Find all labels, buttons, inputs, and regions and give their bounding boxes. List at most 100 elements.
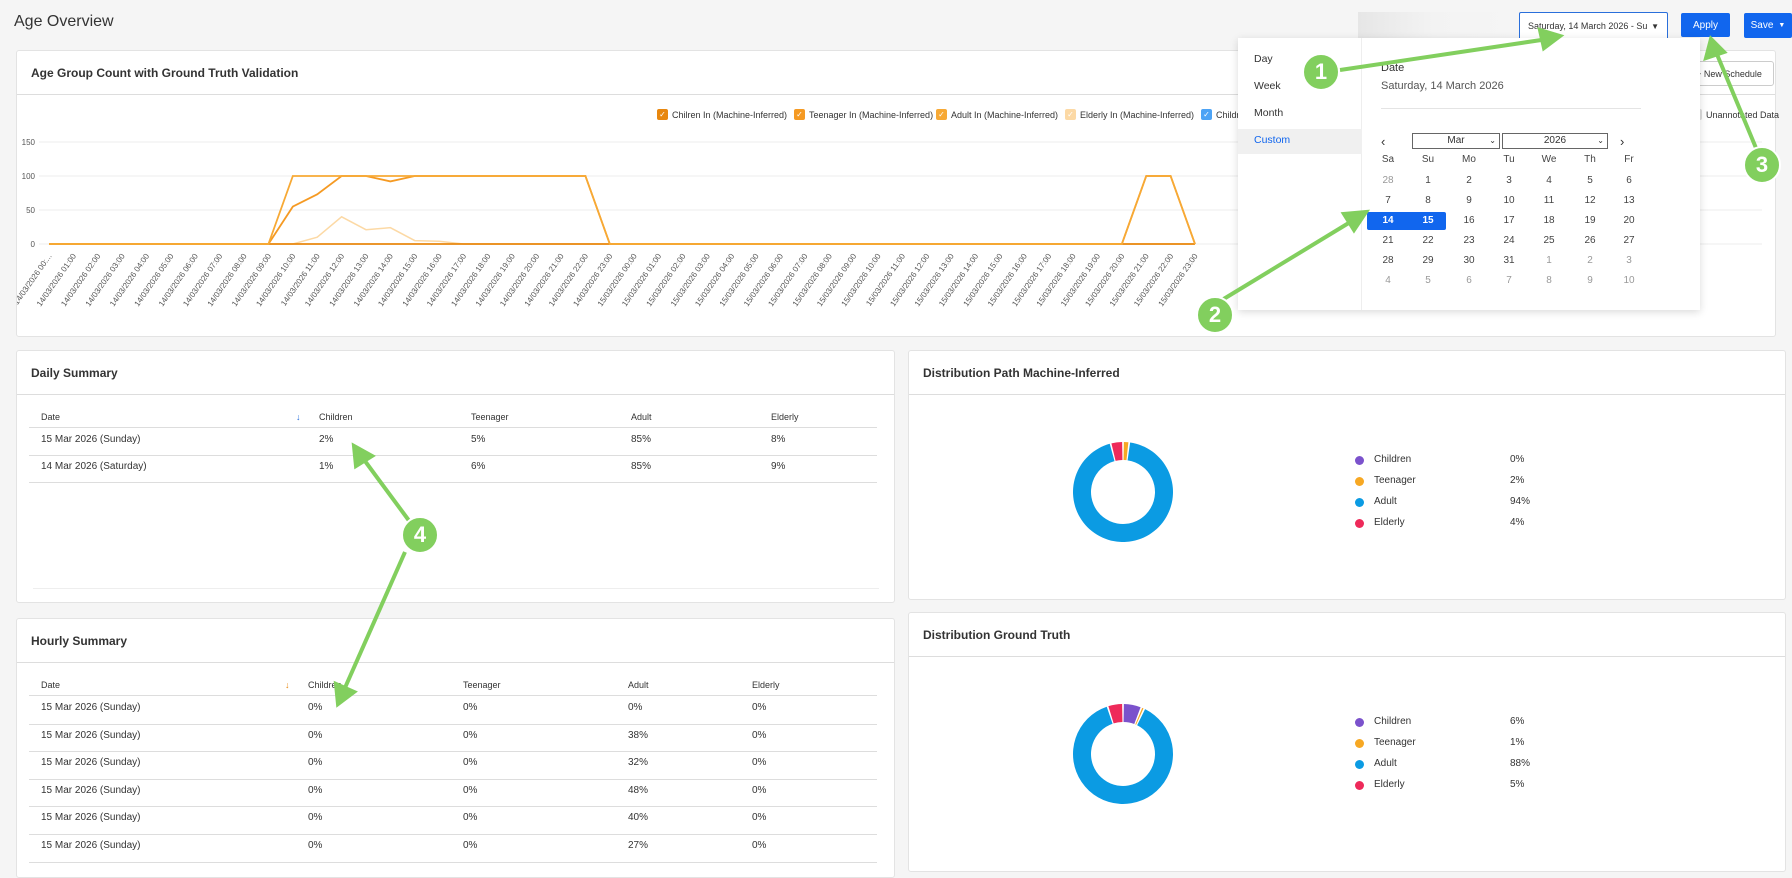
- calendar-day[interactable]: 27: [1623, 235, 1635, 246]
- calendar-day[interactable]: 15: [1422, 215, 1434, 226]
- calendar-day[interactable]: 22: [1422, 235, 1434, 246]
- apply-button[interactable]: Apply: [1681, 13, 1730, 37]
- calendar-day[interactable]: 16: [1463, 215, 1475, 226]
- y-tick-label: 50: [26, 206, 35, 215]
- range-mode-month[interactable]: Month: [1254, 107, 1284, 119]
- calendar-day[interactable]: 28: [1382, 255, 1394, 266]
- calendar-day[interactable]: 24: [1503, 235, 1515, 246]
- calendar-day[interactable]: 20: [1623, 215, 1635, 226]
- calendar-day[interactable]: 7: [1385, 195, 1391, 206]
- calendar-day[interactable]: 7: [1506, 275, 1512, 286]
- column-header-adult[interactable]: Adult: [628, 680, 649, 690]
- column-header-children[interactable]: Children: [319, 412, 353, 422]
- table-cell: 8%: [771, 434, 786, 445]
- donut-slice-elderly[interactable]: [1108, 704, 1123, 724]
- range-mode-day[interactable]: Day: [1254, 53, 1273, 65]
- calendar-day[interactable]: 17: [1503, 215, 1515, 226]
- undefined: [29, 806, 877, 808]
- legend-label: Adult: [1374, 496, 1397, 507]
- calendar-day[interactable]: 3: [1506, 175, 1512, 186]
- donut-slice-teenager[interactable]: [1135, 707, 1144, 725]
- table-cell: 0%: [752, 812, 767, 824]
- donut-slice-adult[interactable]: [1073, 706, 1173, 804]
- legend-item[interactable]: ✓ Chilren In (Machine-Inferred): [657, 109, 787, 120]
- column-header-adult[interactable]: Adult: [631, 412, 652, 422]
- month-select[interactable]: Mar ⌄: [1412, 133, 1500, 149]
- calendar-day[interactable]: 10: [1623, 275, 1635, 286]
- calendar-day[interactable]: 19: [1584, 215, 1596, 226]
- sort-arrow-icon[interactable]: ↓: [296, 412, 301, 422]
- calendar-day[interactable]: 8: [1546, 275, 1552, 286]
- checkbox-checked-icon[interactable]: ✓: [794, 109, 805, 120]
- legend-item[interactable]: ✓ Adult In (Machine-Inferred): [936, 109, 1058, 120]
- calendar-day[interactable]: 23: [1463, 235, 1475, 246]
- column-header-teenager[interactable]: Teenager: [463, 680, 501, 690]
- legend-value: 88%: [1510, 758, 1531, 769]
- checkbox-checked-icon[interactable]: ✓: [657, 109, 668, 120]
- range-mode-week[interactable]: Week: [1254, 80, 1281, 92]
- legend-item[interactable]: ✓ Childr: [1201, 109, 1240, 120]
- calendar-day[interactable]: 6: [1626, 175, 1632, 186]
- table-row: 15 Mar 2026 (Sunday) 0% 0% 48% 0%: [17, 785, 887, 813]
- save-button[interactable]: Save ▼: [1744, 13, 1792, 38]
- calendar-day[interactable]: 25: [1543, 235, 1555, 246]
- calendar-day[interactable]: 30: [1463, 255, 1475, 266]
- column-header-elderly[interactable]: Elderly: [771, 412, 799, 422]
- legend-item[interactable]: ✓ Elderly In (Machine-Inferred): [1065, 109, 1194, 120]
- calendar-day[interactable]: 28: [1382, 175, 1394, 186]
- calendar-day[interactable]: 2: [1466, 175, 1472, 186]
- legend-item[interactable]: ✓ Teenager In (Machine-Inferred): [794, 109, 933, 120]
- sort-arrow-icon[interactable]: ↓: [285, 680, 290, 690]
- legend-value: 2%: [1510, 475, 1525, 486]
- calendar-day[interactable]: 8: [1425, 195, 1431, 206]
- calendar-day[interactable]: 2: [1587, 255, 1593, 266]
- column-header-date[interactable]: Date: [41, 412, 61, 422]
- next-month-icon[interactable]: ›: [1620, 134, 1625, 149]
- year-select[interactable]: 2026 ⌄: [1502, 133, 1608, 149]
- chart-card-title: Age Group Count with Ground Truth Valida…: [17, 51, 1775, 95]
- calendar-day[interactable]: 26: [1584, 235, 1596, 246]
- checkbox-checked-icon[interactable]: ✓: [1201, 109, 1212, 120]
- column-header-children[interactable]: Children: [308, 680, 342, 690]
- calendar-day[interactable]: 3: [1626, 255, 1632, 266]
- calendar-day[interactable]: 31: [1503, 255, 1515, 266]
- column-header-elderly[interactable]: Elderly: [752, 680, 780, 690]
- checkbox-checked-icon[interactable]: ✓: [1065, 109, 1076, 120]
- calendar-day[interactable]: 1: [1425, 175, 1431, 186]
- column-header-date[interactable]: Date: [41, 680, 61, 690]
- column-header-teenager[interactable]: Teenager: [471, 412, 509, 422]
- checkbox-checked-icon[interactable]: ✓: [936, 109, 947, 120]
- calendar-day[interactable]: 14: [1382, 215, 1394, 226]
- callout-3: 3: [1743, 146, 1781, 184]
- calendar-day[interactable]: 5: [1425, 275, 1431, 286]
- legend-label: Childr: [1216, 109, 1240, 120]
- calendar-day[interactable]: 4: [1385, 275, 1391, 286]
- legend-label: Adult: [1374, 758, 1397, 769]
- legend-label: Elderly: [1374, 517, 1405, 528]
- calendar-day[interactable]: 9: [1587, 275, 1593, 286]
- calendar-day[interactable]: 9: [1466, 195, 1472, 206]
- undefined: [29, 778, 877, 780]
- undefined: [29, 695, 877, 696]
- donut-slice-teenager[interactable]: [1123, 442, 1129, 461]
- prev-month-icon[interactable]: ‹: [1381, 134, 1386, 149]
- calendar-day[interactable]: 29: [1422, 255, 1434, 266]
- table-cell: 0%: [752, 702, 767, 713]
- calendar-day[interactable]: 13: [1623, 195, 1635, 206]
- donut-slice-adult[interactable]: [1073, 442, 1173, 542]
- donut-slice-elderly[interactable]: [1111, 442, 1123, 461]
- undefined: [29, 427, 877, 428]
- calendar-day[interactable]: 4: [1546, 175, 1552, 186]
- calendar-day[interactable]: 18: [1543, 215, 1555, 226]
- date-range-select[interactable]: Saturday, 14 March 2026 - Su ▼: [1519, 12, 1668, 40]
- calendar-day[interactable]: 1: [1546, 255, 1552, 266]
- calendar-day[interactable]: 6: [1466, 275, 1472, 286]
- table-cell: 27%: [628, 840, 649, 851]
- calendar-day[interactable]: 21: [1382, 235, 1394, 246]
- calendar-day[interactable]: 12: [1584, 195, 1596, 206]
- donut-slice-children[interactable]: [1123, 704, 1141, 725]
- calendar-day[interactable]: 5: [1587, 175, 1593, 186]
- range-mode-custom[interactable]: Custom: [1238, 129, 1362, 154]
- calendar-day[interactable]: 11: [1543, 195, 1555, 206]
- calendar-day[interactable]: 10: [1503, 195, 1515, 206]
